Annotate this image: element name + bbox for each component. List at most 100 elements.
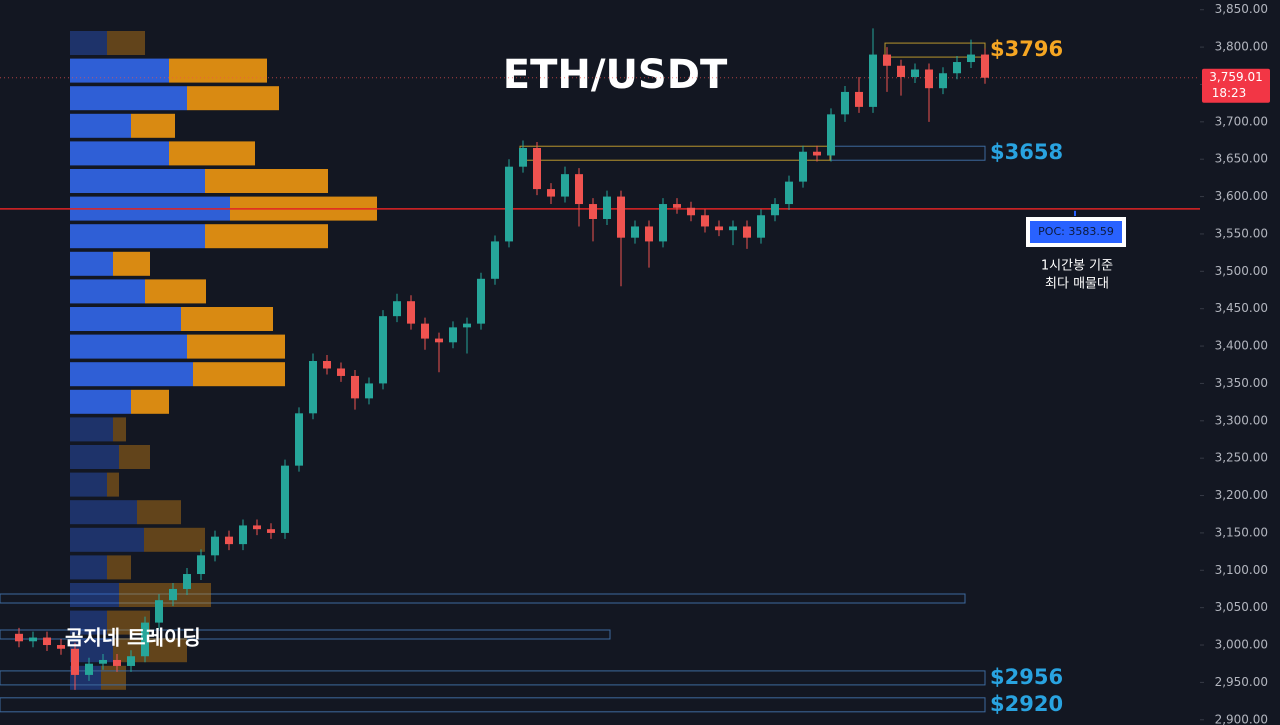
last-price-tag bbox=[1202, 68, 1270, 103]
candle-body bbox=[365, 383, 373, 399]
profile-buy bbox=[70, 555, 107, 580]
candle-body bbox=[15, 633, 23, 642]
y-tick-label: 3,850.00 bbox=[1215, 2, 1268, 16]
candle-body bbox=[743, 226, 751, 238]
candle-body bbox=[253, 525, 261, 530]
layout-zones bbox=[0, 593, 966, 640]
profile-sell bbox=[144, 527, 205, 552]
candle-body bbox=[841, 91, 849, 115]
candle-body bbox=[407, 301, 415, 324]
level-label: $3658 bbox=[990, 140, 1063, 164]
profile-sell bbox=[113, 251, 150, 276]
candle-body bbox=[939, 73, 947, 89]
profile-buy bbox=[70, 31, 107, 55]
profile-sell bbox=[119, 583, 211, 607]
profile-buy bbox=[70, 279, 145, 304]
y-tick-label: 3,400.00 bbox=[1215, 339, 1268, 353]
profile-buy bbox=[70, 583, 119, 607]
y-tick-label: 3,500.00 bbox=[1215, 264, 1268, 278]
candle-body bbox=[659, 204, 667, 242]
candle-body bbox=[351, 375, 359, 399]
y-tick-label: 2,900.00 bbox=[1215, 712, 1268, 725]
profile-sell bbox=[205, 224, 328, 249]
y-tick-label: 3,650.00 bbox=[1215, 152, 1268, 166]
candle-body bbox=[183, 574, 191, 589]
profile-sell bbox=[107, 472, 119, 497]
candle-body bbox=[379, 316, 387, 384]
candle-body bbox=[281, 465, 289, 533]
y-tick-label: 3,200.00 bbox=[1215, 488, 1268, 502]
candle-body bbox=[869, 54, 877, 107]
profile-buy bbox=[70, 251, 113, 276]
y-tick-label: 3,550.00 bbox=[1215, 226, 1268, 240]
watermark: 곰지네 트레이딩 bbox=[65, 626, 201, 650]
candle-body bbox=[477, 278, 485, 324]
profile-buy bbox=[70, 169, 205, 193]
level-label: $3796 bbox=[990, 37, 1063, 61]
candle-body bbox=[211, 536, 219, 556]
candle-body bbox=[631, 226, 639, 238]
y-tick-label: 3,600.00 bbox=[1215, 189, 1268, 203]
candle-body bbox=[897, 65, 905, 77]
zone-box bbox=[0, 593, 966, 604]
profile-sell bbox=[107, 555, 131, 580]
profile-sell bbox=[205, 169, 328, 193]
candle-body bbox=[757, 215, 765, 238]
candle-body bbox=[673, 204, 681, 208]
candle-body bbox=[113, 659, 121, 666]
profile-sell bbox=[169, 58, 267, 83]
candle-body bbox=[323, 361, 331, 369]
last-price-label: 3,759.01 bbox=[1209, 70, 1262, 84]
candle-body bbox=[813, 151, 821, 156]
candle-body bbox=[505, 166, 513, 242]
candle-body bbox=[855, 91, 863, 107]
profile-buy bbox=[70, 527, 144, 552]
y-tick-label: 3,250.00 bbox=[1215, 451, 1268, 465]
candle-body bbox=[491, 241, 499, 279]
profile-buy bbox=[70, 417, 113, 442]
level-zone bbox=[0, 670, 986, 686]
profile-buy bbox=[70, 445, 119, 469]
profile-sell bbox=[119, 445, 150, 469]
candle-body bbox=[645, 226, 653, 242]
profile-sell bbox=[113, 638, 187, 663]
y-tick-label: 3,150.00 bbox=[1215, 525, 1268, 539]
profile-buy bbox=[70, 362, 193, 387]
candle-body bbox=[981, 54, 989, 78]
candle-body bbox=[225, 536, 233, 545]
y-tick-label: 3,350.00 bbox=[1215, 376, 1268, 390]
poc-note: 1시간봉 기준 bbox=[1041, 259, 1113, 274]
candle-body bbox=[197, 555, 205, 575]
profile-sell bbox=[137, 500, 181, 525]
candle-body bbox=[799, 151, 807, 182]
profile-sell bbox=[113, 417, 126, 442]
candle-body bbox=[155, 600, 163, 623]
candle-body bbox=[561, 174, 569, 197]
profile-buy bbox=[70, 500, 137, 525]
profile-buy bbox=[70, 58, 169, 83]
candle-body bbox=[911, 69, 919, 77]
profile-buy bbox=[70, 610, 107, 635]
candle-body bbox=[337, 368, 345, 376]
candle-body bbox=[785, 181, 793, 205]
candle-body bbox=[421, 323, 429, 339]
profile-buy bbox=[70, 141, 169, 166]
candle-body bbox=[127, 656, 135, 666]
candle-body bbox=[575, 174, 583, 205]
candle-body bbox=[71, 648, 79, 675]
poc-box-inner bbox=[1030, 221, 1122, 243]
y-tick-label: 3,700.00 bbox=[1215, 114, 1268, 128]
profile-sell bbox=[107, 31, 145, 55]
y-tick-label: 2,950.00 bbox=[1215, 675, 1268, 689]
candle-body bbox=[547, 189, 555, 197]
poc-label: POC: 3583.59 bbox=[1038, 225, 1114, 238]
zone-box bbox=[0, 629, 611, 640]
candle-body bbox=[309, 361, 317, 414]
level-zone bbox=[0, 697, 986, 713]
candle-body bbox=[925, 69, 933, 89]
profile-sell bbox=[187, 334, 285, 359]
profile-sell bbox=[101, 665, 126, 690]
countdown: 18:23 bbox=[1212, 86, 1247, 100]
candle-body bbox=[519, 147, 527, 167]
